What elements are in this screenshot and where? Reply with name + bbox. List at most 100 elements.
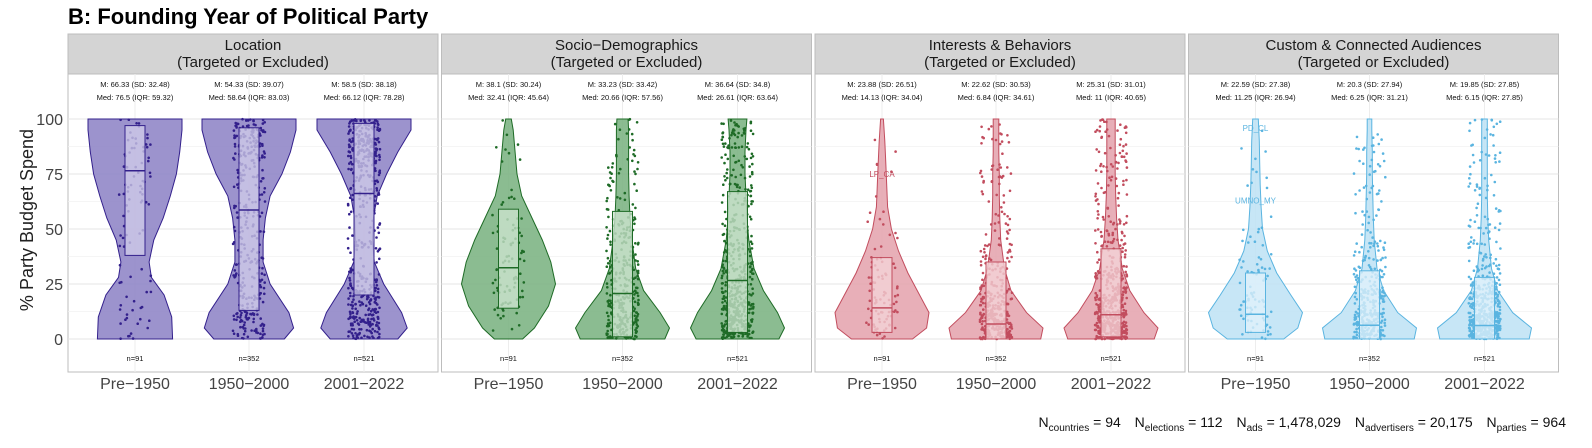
data-point — [349, 270, 353, 274]
data-point — [1473, 189, 1477, 192]
violin-group: M: 54.33 (SD: 39.07) Med: 58.64 (IQR: 83.… — [201, 80, 297, 363]
data-point — [748, 336, 752, 340]
data-point — [1363, 256, 1367, 259]
data-point — [261, 333, 265, 337]
data-point — [743, 176, 747, 180]
data-point — [1477, 226, 1480, 230]
data-point — [374, 160, 377, 164]
data-point — [235, 318, 238, 322]
facet-title: Location — [225, 37, 282, 54]
data-point — [739, 173, 743, 177]
data-point — [1124, 337, 1127, 341]
data-point — [1382, 307, 1385, 311]
data-point — [750, 242, 754, 246]
data-point — [259, 324, 263, 327]
data-point — [1096, 210, 1100, 213]
data-point — [1124, 329, 1127, 333]
data-point — [1490, 119, 1494, 122]
data-point — [352, 294, 355, 298]
data-point — [376, 287, 380, 291]
data-point — [349, 283, 352, 287]
data-point — [982, 179, 985, 183]
n-label: n=352 — [238, 354, 259, 363]
data-point — [986, 244, 989, 248]
data-point — [748, 275, 752, 279]
data-point — [1363, 258, 1366, 262]
data-point — [348, 310, 352, 314]
data-point — [730, 174, 733, 177]
data-point — [751, 292, 755, 295]
data-point — [235, 122, 239, 125]
data-point — [1123, 253, 1127, 256]
data-point — [234, 152, 237, 155]
data-point — [1472, 269, 1476, 273]
data-point — [145, 290, 148, 294]
data-point — [721, 324, 724, 328]
stat-mean-label: M: 19.85 (SD: 27.85) — [1450, 80, 1520, 89]
data-point — [131, 308, 134, 312]
data-point — [377, 140, 381, 144]
data-point — [1476, 267, 1480, 271]
data-point — [1367, 256, 1371, 260]
data-point — [243, 329, 247, 333]
data-point — [608, 259, 612, 263]
data-point — [1486, 217, 1490, 221]
data-point — [746, 188, 750, 191]
data-point — [119, 322, 122, 325]
data-point — [367, 320, 370, 324]
data-point — [1000, 140, 1004, 143]
data-point — [1497, 209, 1501, 212]
data-point — [1100, 170, 1103, 173]
data-point — [605, 311, 609, 315]
stat-median-label: Med: 14.13 (IQR: 34.04) — [842, 93, 923, 102]
data-point — [1094, 274, 1098, 277]
data-point — [238, 316, 242, 319]
data-point — [1475, 206, 1478, 210]
data-point — [981, 135, 984, 139]
data-point — [1265, 176, 1268, 180]
data-point — [361, 302, 365, 306]
data-point — [1007, 287, 1011, 291]
data-point — [520, 251, 523, 255]
data-point — [521, 289, 524, 293]
stat-mean-label: M: 25.31 (SD: 31.01) — [1076, 80, 1146, 89]
data-point — [1467, 259, 1471, 263]
data-point — [1118, 222, 1122, 225]
data-point — [1379, 239, 1382, 243]
data-point — [740, 134, 744, 137]
data-point — [1006, 215, 1009, 218]
data-point — [1006, 223, 1010, 227]
data-point — [978, 336, 982, 339]
data-point — [615, 154, 618, 158]
data-point — [1111, 233, 1114, 237]
data-point — [724, 296, 728, 299]
n-label: n=352 — [1359, 354, 1380, 363]
data-point — [894, 309, 897, 312]
data-point — [521, 295, 525, 299]
data-point — [262, 177, 265, 180]
data-point — [510, 327, 514, 331]
data-point — [1107, 215, 1111, 218]
data-point — [727, 144, 730, 147]
data-point — [262, 129, 265, 132]
data-point — [1352, 272, 1356, 276]
data-point — [1124, 309, 1128, 313]
n-label: n=91 — [1247, 354, 1264, 363]
data-point — [1105, 165, 1108, 169]
data-point — [732, 168, 735, 172]
data-point — [1384, 265, 1387, 269]
data-point — [867, 323, 870, 326]
data-point — [377, 191, 381, 195]
data-point — [1104, 190, 1107, 194]
data-point — [750, 202, 753, 206]
n-label: n=91 — [127, 354, 144, 363]
data-point — [865, 321, 868, 325]
data-point — [981, 192, 985, 196]
data-point — [1263, 267, 1267, 271]
data-point — [979, 303, 983, 307]
data-point — [375, 284, 379, 287]
data-point — [520, 217, 523, 220]
data-point — [1125, 178, 1128, 182]
box-iqr — [871, 257, 893, 333]
data-point — [1367, 250, 1370, 253]
